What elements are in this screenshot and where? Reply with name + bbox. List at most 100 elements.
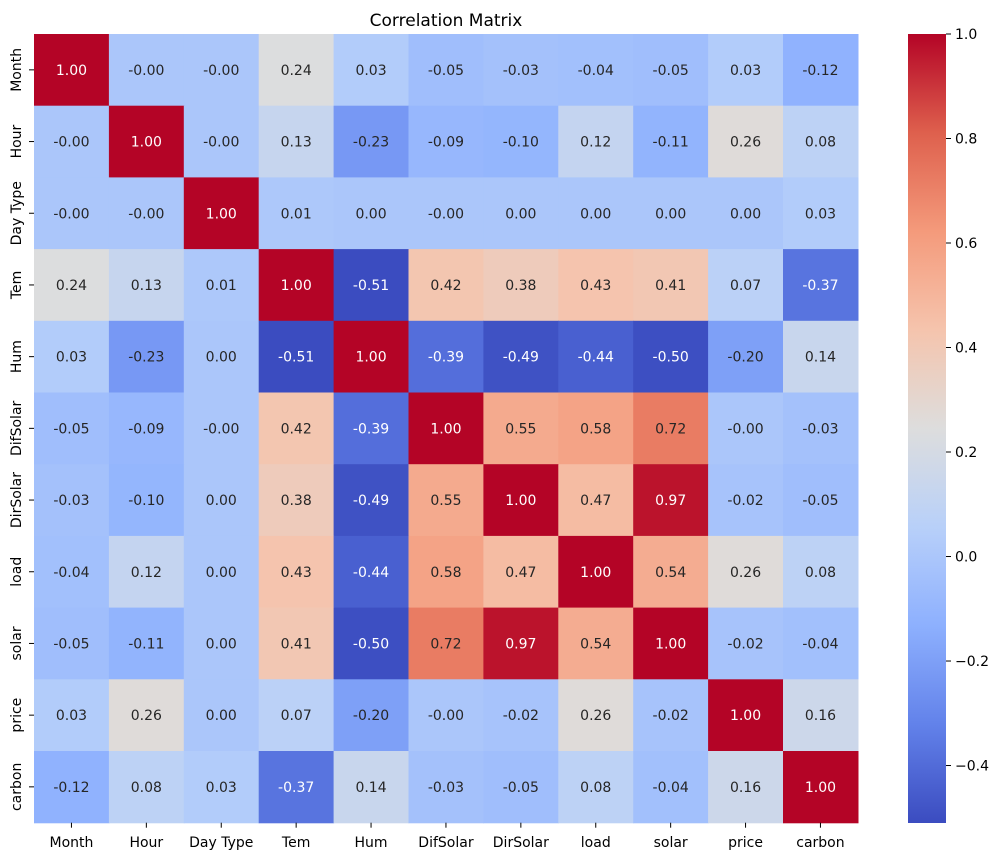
cell-value-label: 0.08: [580, 780, 611, 796]
heatmap-cell: [108, 751, 185, 824]
cell-value-label: 0.03: [56, 350, 87, 366]
cell-value-label: 0.54: [655, 565, 686, 581]
cell-value-label: -0.44: [578, 350, 614, 366]
cell-value-label: 1.00: [131, 135, 162, 151]
cell-value-label: 0.00: [206, 708, 237, 724]
cell-value-label: 1.00: [430, 421, 461, 437]
heatmap-cell: [483, 679, 559, 752]
heatmap-cell: [783, 249, 859, 322]
heatmap-cell: [333, 249, 410, 322]
heatmap-cell: [183, 679, 260, 752]
cell-value-label: -0.10: [503, 135, 539, 151]
cell-value-label: 0.16: [805, 708, 836, 724]
heatmap-cell: [108, 34, 185, 107]
cell-value-label: -0.00: [53, 135, 89, 151]
cell-value-label: 0.00: [355, 206, 386, 222]
heatmap-cell: [258, 177, 335, 250]
heatmap-cell: [633, 105, 709, 178]
cell-value-label: 1.00: [206, 206, 237, 222]
x-tick-label: Month: [50, 835, 94, 851]
cell-value-label: 0.12: [131, 565, 162, 581]
cell-value-label: -0.02: [727, 493, 763, 509]
cell-value-label: -0.05: [503, 780, 539, 796]
cell-value-label: 0.55: [430, 493, 461, 509]
heatmap-cell: [708, 679, 784, 752]
heatmap-cell: [408, 34, 484, 107]
colorbar-tick-label: 1.0: [955, 27, 977, 43]
cell-value-label: -0.39: [428, 350, 464, 366]
cell-value-label: -0.02: [503, 708, 539, 724]
cell-value-label: -0.37: [802, 278, 838, 294]
cell-value-label: 0.26: [730, 565, 761, 581]
cell-value-label: -0.04: [578, 63, 614, 79]
heatmap-cell: [258, 751, 335, 824]
x-tick-label: Hour: [129, 835, 163, 851]
x-tick-label: DifSolar: [418, 835, 474, 851]
heatmap-cell: [633, 464, 709, 537]
heatmap-cell: [483, 105, 559, 178]
cell-value-label: -0.09: [128, 421, 164, 437]
heatmap-cell: [483, 249, 559, 322]
heatmap-cell: [333, 607, 410, 680]
cell-value-label: 1.00: [655, 636, 686, 652]
cell-value-label: 0.43: [281, 565, 312, 581]
heatmap-cell: [258, 535, 335, 609]
cell-value-label: -0.49: [503, 350, 539, 366]
cell-value-label: 0.00: [206, 493, 237, 509]
heatmap-cell: [108, 105, 185, 178]
heatmap-cell: [558, 392, 634, 465]
heatmap-cell: [783, 751, 859, 824]
colorbar-gradient: [908, 34, 946, 823]
cell-value-label: -0.12: [802, 63, 838, 79]
heatmap-cell: [108, 535, 185, 609]
cell-value-label: 0.03: [355, 63, 386, 79]
cell-value-label: 0.00: [505, 206, 536, 222]
cell-value-label: 0.72: [655, 421, 686, 437]
cell-value-label: 0.54: [580, 636, 611, 652]
heatmap-cell: [333, 320, 410, 394]
cell-value-label: 0.00: [730, 206, 761, 222]
y-tick-label: load: [9, 557, 25, 587]
heatmap-cell: [108, 249, 185, 322]
heatmap-cell: [633, 607, 709, 680]
heatmap-cell: [183, 464, 260, 537]
y-tick-label: Day Type: [9, 181, 25, 245]
cell-value-label: 0.00: [206, 636, 237, 652]
cell-value-label: 0.58: [430, 565, 461, 581]
heatmap-cell: [108, 679, 185, 752]
cell-value-label: -0.03: [53, 493, 89, 509]
heatmap-cell: [708, 105, 784, 178]
cell-value-label: 0.38: [505, 278, 536, 294]
heatmap-cell: [783, 679, 859, 752]
heatmap-cell: [34, 34, 110, 107]
heatmap-cell: [483, 320, 559, 394]
heatmap-cell: [183, 105, 260, 178]
x-tick-label: DirSolar: [493, 835, 549, 851]
cell-value-label: 0.41: [655, 278, 686, 294]
cell-value-label: 0.12: [580, 135, 611, 151]
cell-value-label: 0.07: [730, 278, 761, 294]
cell-value-label: -0.50: [653, 350, 689, 366]
heatmap-cell: [108, 607, 185, 680]
x-tick-label: Day Type: [189, 835, 253, 851]
y-tick-label: Month: [9, 48, 25, 92]
cell-value-label: -0.37: [278, 780, 314, 796]
cell-value-label: -0.44: [353, 565, 389, 581]
colorbar-tick-label: 0.0: [955, 550, 977, 566]
x-tick-label: Hum: [355, 835, 388, 851]
heatmap-cell: [783, 177, 859, 250]
heatmap-cell: [783, 607, 859, 680]
heatmap-cell: [783, 392, 859, 465]
heatmap-cell: [408, 392, 484, 465]
cell-value-label: 0.16: [730, 780, 761, 796]
heatmap-cell: [708, 464, 784, 537]
heatmap-cell: [408, 320, 484, 394]
heatmap-cell: [558, 105, 634, 178]
heatmap-cell: [708, 320, 784, 394]
cell-value-label: -0.23: [353, 135, 389, 151]
heatmap-cell: [708, 392, 784, 465]
heatmap-cell: [633, 34, 709, 107]
x-tick-label: Tem: [281, 835, 310, 851]
heatmap-cell: [558, 535, 634, 609]
heatmap-cell: [633, 320, 709, 394]
